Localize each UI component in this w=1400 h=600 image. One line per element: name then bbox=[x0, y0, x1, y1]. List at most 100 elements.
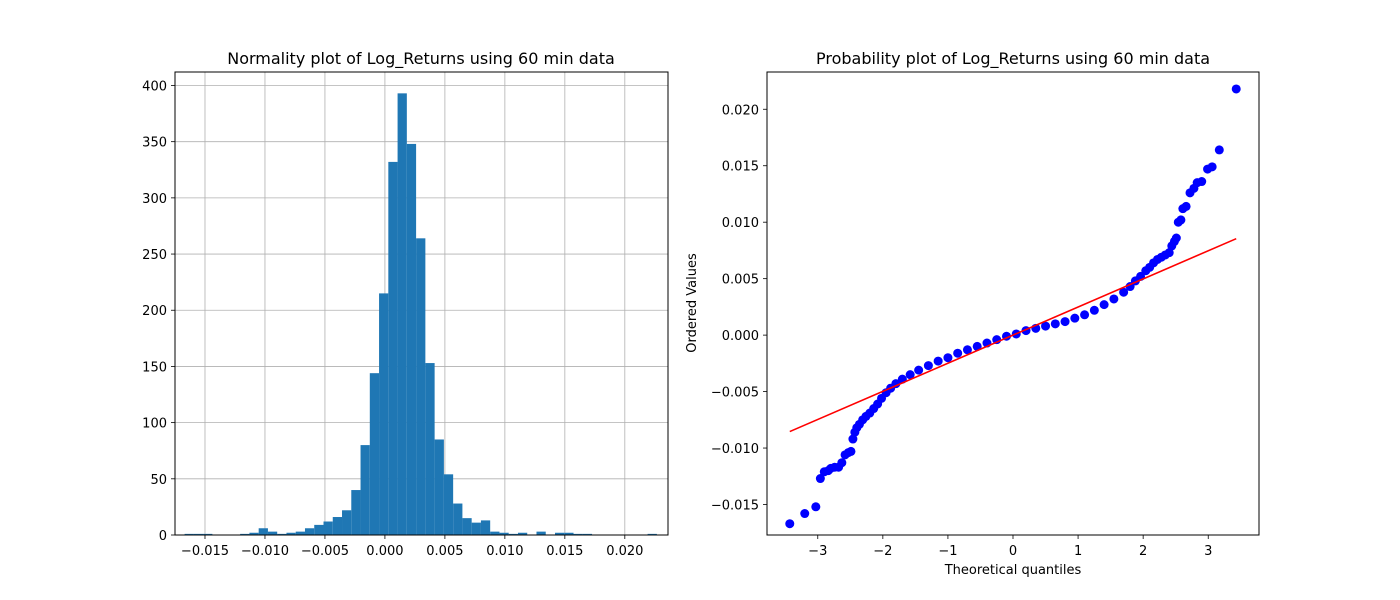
histogram-bar bbox=[443, 474, 454, 535]
probability-plot-x-tick-label: 0 bbox=[1009, 544, 1017, 559]
histogram-x-tick-label: −0.005 bbox=[301, 544, 349, 559]
probability-plot-point bbox=[1070, 313, 1080, 323]
histogram-bar bbox=[647, 533, 657, 535]
probability-plot-point bbox=[846, 446, 856, 456]
probability-plot-x-tick-label: −3 bbox=[808, 544, 827, 559]
histogram-title: Normality plot of Log_Returns using 60 m… bbox=[227, 49, 615, 69]
probability-plot-point bbox=[1164, 248, 1174, 258]
probability-plot-point bbox=[811, 502, 821, 512]
probability-plot-x-tick-label: −1 bbox=[938, 544, 957, 559]
histogram-x-ticks: −0.015 −0.010 −0.005 0.000 0.005 0.010 0.015 0.… bbox=[181, 535, 643, 559]
probability-plot-y-axis-label: Ordered Values bbox=[685, 253, 700, 353]
histogram-bar bbox=[388, 161, 398, 536]
probability-plot-point bbox=[848, 434, 858, 444]
probability-plot-points bbox=[785, 84, 1241, 529]
probability-plot-point bbox=[1181, 201, 1191, 211]
probability-plot-fit-line bbox=[789, 237, 1237, 433]
histogram-y-ticks: 0 50 100 150 200 250 300 350 400 bbox=[142, 79, 175, 544]
histogram-y-tick-label: 0 bbox=[159, 529, 167, 544]
probability-plot-x-ticks: −3 −2 −1 0 1 2 3 bbox=[808, 535, 1212, 559]
histogram-panel: Normality plot of Log_Returns using 60 m… bbox=[142, 49, 669, 559]
histogram-bar bbox=[517, 532, 528, 535]
probability-plot-point bbox=[815, 474, 825, 484]
histogram-bar bbox=[304, 528, 315, 535]
histogram-bar bbox=[240, 533, 250, 535]
probability-plot-point bbox=[1171, 233, 1181, 243]
probability-plot-point bbox=[1060, 317, 1070, 327]
histogram-bar bbox=[564, 532, 574, 535]
probability-plot-point bbox=[905, 370, 915, 380]
histogram-bar bbox=[462, 518, 472, 535]
histogram-y-tick-label: 200 bbox=[142, 304, 167, 319]
probability-plot-point bbox=[1207, 162, 1217, 172]
probability-plot-panel: Probability plot of Log_Returns using 60… bbox=[685, 49, 1260, 578]
histogram-bar bbox=[332, 517, 343, 535]
probability-plot-point bbox=[1231, 84, 1241, 94]
probability-plot-point bbox=[837, 458, 847, 468]
probability-plot-y-tick-label: −0.005 bbox=[711, 386, 759, 401]
probability-plot-point bbox=[972, 341, 982, 351]
probability-plot-point bbox=[1080, 310, 1090, 320]
histogram-y-tick-label: 400 bbox=[142, 79, 167, 94]
histogram-bar bbox=[249, 532, 259, 535]
histogram-bar bbox=[416, 238, 426, 536]
probability-plot-point bbox=[933, 356, 943, 366]
histogram-bar bbox=[555, 532, 565, 535]
histogram-y-tick-label: 300 bbox=[142, 192, 167, 207]
histogram-bar bbox=[369, 373, 380, 535]
histogram-bar bbox=[453, 503, 463, 535]
histogram-bar bbox=[508, 533, 518, 535]
probability-plot-point bbox=[1197, 177, 1207, 187]
histogram-bar bbox=[258, 528, 268, 535]
probability-plot-y-tick-label: −0.010 bbox=[711, 442, 759, 457]
histogram-bar bbox=[425, 363, 435, 535]
histogram-x-tick-label: 0.020 bbox=[606, 544, 643, 559]
histogram-bar bbox=[184, 533, 194, 535]
probability-plot-point bbox=[1109, 294, 1119, 304]
probability-plot-y-tick-label: 0.015 bbox=[722, 160, 759, 175]
probability-plot-point bbox=[1050, 319, 1060, 329]
histogram-y-tick-label: 100 bbox=[142, 417, 167, 432]
histogram-x-tick-label: 0.010 bbox=[486, 544, 523, 559]
histogram-bar bbox=[536, 531, 546, 535]
probability-plot-x-tick-label: 1 bbox=[1074, 544, 1082, 559]
probability-plot-point bbox=[1176, 215, 1186, 225]
histogram-bar bbox=[277, 533, 287, 535]
histogram-bar bbox=[342, 510, 352, 535]
probability-plot-y-tick-label: 0.010 bbox=[722, 216, 759, 231]
probability-plot-point bbox=[923, 361, 933, 371]
probability-plot-y-tick-label: 0.020 bbox=[722, 103, 759, 118]
histogram-bar bbox=[434, 439, 444, 535]
histogram-bar bbox=[295, 531, 305, 535]
histogram-x-tick-label: 0.000 bbox=[366, 544, 403, 559]
histogram-bar bbox=[471, 522, 481, 535]
histogram-bar bbox=[582, 533, 593, 535]
probability-plot-point bbox=[1099, 300, 1109, 310]
probability-plot-point bbox=[1119, 287, 1129, 297]
probability-plot-fit-line-segment bbox=[789, 237, 1237, 433]
histogram-bar bbox=[379, 293, 389, 535]
histogram-bar bbox=[323, 521, 333, 535]
probability-plot-point bbox=[1041, 321, 1051, 331]
histogram-bar bbox=[406, 143, 417, 535]
probability-plot-point bbox=[914, 365, 924, 375]
histogram-x-tick-label: 0.015 bbox=[546, 544, 583, 559]
probability-plot-x-tick-label: 3 bbox=[1204, 544, 1212, 559]
probability-plot-point bbox=[953, 348, 963, 358]
histogram-x-tick-label: −0.010 bbox=[241, 544, 289, 559]
probability-plot-point bbox=[943, 353, 953, 363]
probability-plot-title: Probability plot of Log_Returns using 60… bbox=[816, 49, 1210, 69]
histogram-bar bbox=[490, 531, 500, 535]
probability-plot-point bbox=[785, 519, 795, 529]
histogram-bar bbox=[360, 445, 370, 535]
histogram-y-tick-label: 150 bbox=[142, 360, 167, 375]
probability-plot-y-tick-label: −0.015 bbox=[711, 499, 759, 514]
probability-plot-x-axis-label: Theoretical quantiles bbox=[944, 563, 1082, 578]
histogram-bar bbox=[286, 532, 296, 535]
histogram-bar bbox=[193, 533, 204, 535]
probability-plot-y-tick-label: 0.005 bbox=[722, 273, 759, 288]
histogram-bar bbox=[203, 533, 213, 535]
probability-plot-y-ticks: −0.015 −0.010 −0.005 0.000 0.005 0.010 0.015 0.… bbox=[711, 103, 767, 514]
probability-plot-point bbox=[1214, 145, 1224, 155]
